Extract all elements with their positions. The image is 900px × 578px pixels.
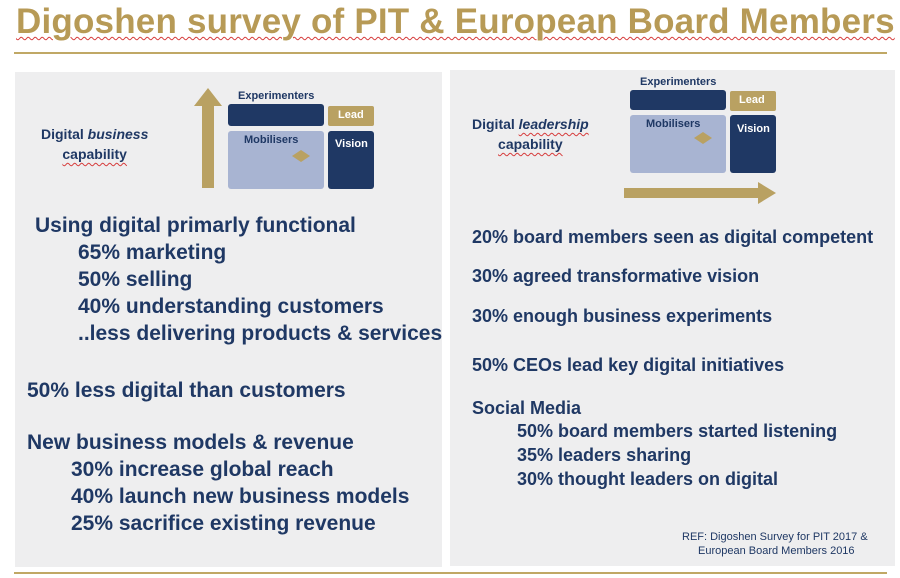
- vision-label: Vision: [335, 138, 368, 150]
- left-item-6: 50% less digital than customers: [27, 379, 346, 402]
- vision-block: Vision: [328, 131, 374, 189]
- left-item-1: Using digital primarly functional: [35, 214, 356, 237]
- lead-label: Lead: [739, 94, 765, 106]
- vision-block: Vision: [730, 115, 776, 173]
- experimenters-block: [228, 104, 324, 126]
- reference-line-2: European Board Members 2016: [698, 545, 855, 557]
- business-emphasis: business: [87, 126, 149, 142]
- right-item-1: 20% board members seen as digital compet…: [472, 227, 874, 247]
- title-rule: [14, 52, 887, 54]
- left-panel: Digital business capability Experimenter…: [15, 72, 442, 567]
- left-item-3: 50% selling: [78, 268, 193, 291]
- experimenters-label: Experimenters: [238, 90, 315, 102]
- left-item-2: 65% marketing: [78, 241, 227, 264]
- lead-block: Lead: [730, 91, 776, 111]
- bottom-rule: [14, 572, 887, 574]
- reference-note: REF: Digoshen Survey for PIT 2017 & Euro…: [682, 530, 868, 558]
- right-item-3: 30% enough business experiments: [472, 306, 773, 326]
- leadership-emphasis: leadership: [518, 116, 589, 132]
- mobilisers-block: Mobilisers: [228, 131, 324, 189]
- right-item-2: 30% agreed transformative vision: [472, 266, 760, 286]
- vision-label: Vision: [737, 123, 770, 135]
- page-title: Digoshen survey of PIT & European Board …: [16, 2, 895, 41]
- left-item-4: 40% understanding customers: [78, 295, 384, 318]
- experimenters-block: [630, 90, 726, 110]
- right-panel: Digital leadership capability Experiment…: [450, 70, 895, 566]
- small-arrow-icon: [292, 150, 310, 162]
- small-arrow-icon: [694, 132, 712, 144]
- left-item-5: ..less delivering products & services: [78, 322, 443, 345]
- right-item-5: Social Media: [472, 398, 582, 418]
- lead-block: Lead: [328, 106, 374, 126]
- mobilisers-label: Mobilisers: [646, 118, 701, 130]
- left-item-10: 25% sacrifice existing revenue: [71, 512, 376, 535]
- mobilisers-block: Mobilisers: [630, 115, 726, 173]
- right-item-8: 30% thought leaders on digital: [517, 469, 779, 489]
- left-item-9: 40% launch new business models: [71, 485, 410, 508]
- left-item-7: New business models & revenue: [27, 431, 354, 454]
- experimenters-label: Experimenters: [640, 76, 717, 88]
- right-item-6: 50% board members started listening: [517, 421, 838, 441]
- leadership-capability-label: Digital leadership capability: [472, 116, 589, 152]
- mobilisers-label: Mobilisers: [244, 134, 299, 146]
- lead-label: Lead: [338, 109, 364, 121]
- arrow-up-icon: [194, 88, 222, 188]
- left-item-8: 30% increase global reach: [71, 458, 334, 481]
- business-capability-label: Digital business capability: [41, 126, 149, 162]
- arrow-right-icon: [624, 182, 776, 204]
- right-item-4: 50% CEOs lead key digital initiatives: [472, 355, 785, 375]
- right-item-7: 35% leaders sharing: [517, 445, 692, 465]
- reference-line-1: REF: Digoshen Survey for PIT 2017 &: [682, 531, 868, 543]
